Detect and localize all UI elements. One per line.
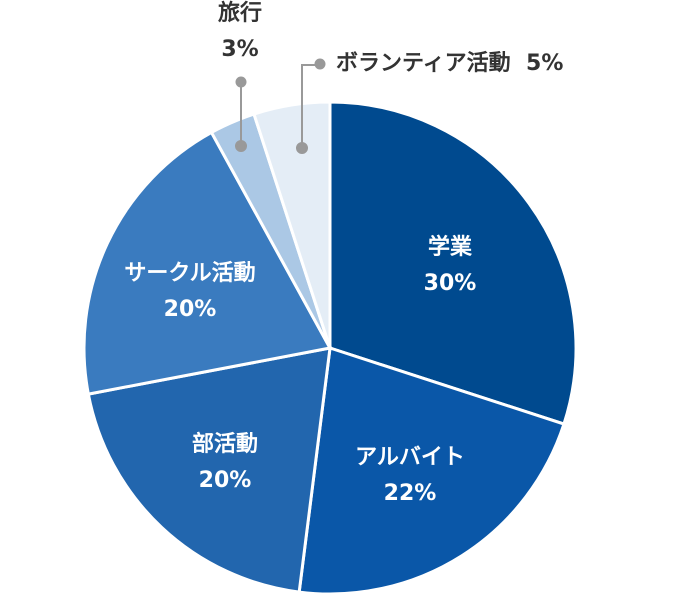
- label-text: 旅行: [217, 1, 262, 26]
- pie-slice-5: [252, 100, 332, 349]
- label-text: 学業: [427, 235, 472, 260]
- pie-slice-3: [82, 130, 333, 396]
- label-value: 20%: [163, 297, 217, 322]
- label-text: 部活動: [191, 432, 258, 457]
- leader-line-travel: [235, 76, 247, 152]
- slice-label-travel: 旅行 3%: [200, 0, 280, 68]
- leader-line-volunteer: [296, 58, 326, 154]
- slice-label-volunteer: ボランティア活動 5%: [336, 46, 563, 82]
- label-value: 30%: [423, 271, 477, 296]
- label-text: サークル活動: [124, 261, 256, 286]
- label-text: アルバイト: [355, 445, 465, 470]
- label-text: ボランティア活動: [336, 51, 511, 76]
- label-value: 3%: [221, 37, 259, 62]
- slice-label-circle: サークル活動 20%: [100, 256, 280, 328]
- pie-slice-0: [328, 100, 578, 426]
- slice-label-parttime: アルバイト 22%: [340, 440, 480, 512]
- slice-label-club: 部活動 20%: [170, 427, 280, 499]
- label-value: 22%: [383, 481, 437, 506]
- pie-slice-2: [86, 346, 332, 594]
- slice-label-study: 学業 30%: [395, 230, 505, 302]
- label-value: 5%: [526, 51, 564, 76]
- label-value: 20%: [198, 468, 252, 493]
